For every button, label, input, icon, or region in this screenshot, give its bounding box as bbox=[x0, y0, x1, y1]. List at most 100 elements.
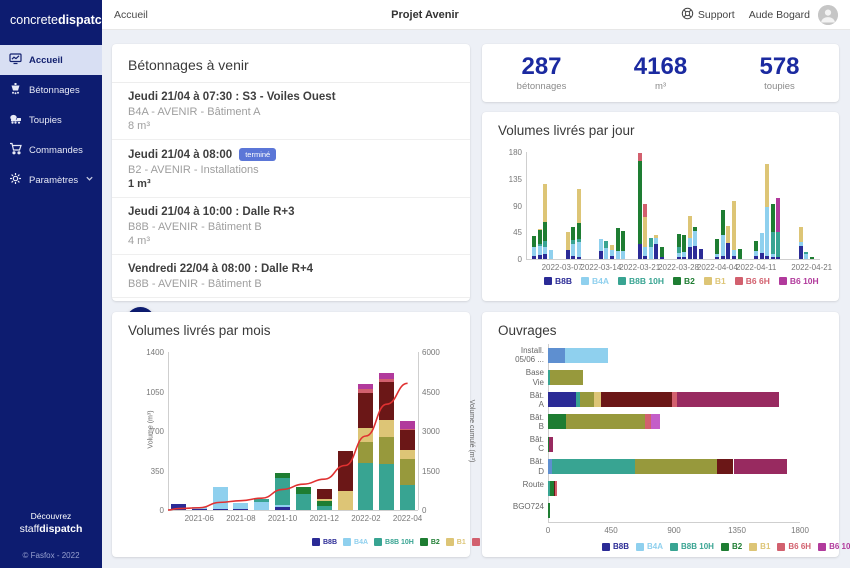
bar-segment bbox=[170, 503, 186, 510]
bar-segment bbox=[732, 200, 737, 251]
breadcrumb[interactable]: Accueil bbox=[114, 8, 148, 21]
stat-volume: 4168 m³ bbox=[601, 54, 720, 91]
legend-label: B8B 10H bbox=[385, 538, 414, 546]
legend-label: B8B 10H bbox=[681, 542, 714, 551]
bar-segment bbox=[548, 392, 576, 408]
staffdispatch-link[interactable]: staffdispatch bbox=[19, 523, 83, 535]
bar-segment bbox=[212, 508, 228, 510]
legend-label: B1 bbox=[714, 276, 726, 286]
bar-segment bbox=[532, 247, 537, 257]
x-tick: 2022-04-21 bbox=[791, 263, 833, 272]
sidebar-item-label: Paramètres bbox=[29, 174, 79, 186]
bar-segment bbox=[295, 487, 311, 495]
legend-swatch bbox=[544, 277, 552, 285]
list-item[interactable]: Jeudi 21/04 à 08:00 terminé B2 - AVENIR … bbox=[112, 140, 470, 198]
sidebar-item-parametres[interactable]: Paramètres bbox=[0, 165, 102, 195]
bar-segment bbox=[687, 216, 692, 239]
bar-segment bbox=[654, 235, 659, 239]
y-tick: 0 bbox=[159, 506, 164, 515]
legend-label: B6 10H bbox=[829, 542, 850, 551]
bar-segment bbox=[648, 238, 653, 248]
pour-location: B8B - AVENIR - Bâtiment B bbox=[128, 278, 262, 290]
x-tick: 2022-03-14 bbox=[580, 263, 622, 272]
bar-segment bbox=[316, 500, 332, 507]
x-tick: 2022-04-04 bbox=[696, 263, 738, 272]
avatar[interactable] bbox=[818, 4, 838, 25]
category-label: Bât. B bbox=[529, 412, 544, 432]
legend-item: B8B 10H bbox=[374, 538, 414, 546]
daily-volume-chart-card: Volumes livrés par jour 0 45 90 135 180 2022-… bbox=[482, 112, 839, 301]
sidebar-item-betonnages[interactable]: Bétonnages bbox=[0, 75, 102, 105]
bar-segment bbox=[615, 228, 620, 251]
x-tick: 1350 bbox=[728, 526, 746, 535]
chart-legend: B8B B4A B8B 10H B2 B1 B6 6H B6 10H bbox=[544, 276, 819, 286]
sidebar-item-accueil[interactable]: Accueil bbox=[0, 45, 102, 75]
sidebar-item-toupies[interactable]: Toupies bbox=[0, 105, 102, 135]
bar-segment bbox=[400, 459, 416, 486]
bar-segment bbox=[659, 247, 664, 258]
bar-segment bbox=[548, 414, 567, 430]
y-tick: 0 bbox=[517, 255, 522, 264]
bar-segment bbox=[537, 243, 542, 246]
x-tick: 2021-06 bbox=[184, 514, 214, 523]
pour-title: Vendredi 22/04 à 08:00 : Dalle R+4 bbox=[128, 263, 314, 275]
bar-segment bbox=[254, 501, 270, 510]
bar-segment bbox=[576, 242, 581, 258]
bar-segment bbox=[400, 430, 416, 451]
stat-value: 4168 bbox=[633, 53, 688, 81]
bar-segment bbox=[648, 247, 653, 259]
pour-location: B2 - AVENIR - Installations bbox=[128, 164, 259, 176]
legend-label: B4A bbox=[592, 276, 610, 286]
bar-segment bbox=[316, 506, 332, 510]
bar-segment bbox=[693, 227, 698, 232]
bar-segment bbox=[687, 247, 692, 259]
list-item[interactable]: Jeudi 21/04 à 10:00 : Dalle R+3 B8B - AV… bbox=[112, 198, 470, 255]
bar-segment bbox=[643, 256, 648, 259]
bar-segment bbox=[233, 502, 249, 510]
legend-swatch bbox=[636, 542, 645, 551]
bar-segment bbox=[765, 256, 770, 259]
bar-segment bbox=[537, 229, 542, 231]
bar-segment bbox=[548, 503, 551, 519]
bar-segment bbox=[565, 250, 570, 259]
bar-segment bbox=[579, 392, 594, 408]
bar-segment bbox=[337, 490, 353, 510]
bar-segment bbox=[532, 256, 537, 259]
legend-swatch bbox=[749, 542, 758, 551]
legend-item: B8B bbox=[602, 542, 629, 551]
bar-segment bbox=[571, 244, 576, 256]
support-button[interactable]: Support bbox=[681, 7, 735, 23]
bar-segment bbox=[804, 251, 809, 255]
bar-segment bbox=[643, 217, 648, 248]
list-item[interactable]: Jeudi 21/04 à 07:30 : S3 - Voiles Ouest … bbox=[112, 83, 470, 140]
bar-segment bbox=[400, 420, 416, 429]
cumulative-line bbox=[167, 382, 408, 511]
legend-item: B1 bbox=[749, 542, 770, 551]
sidebar-item-commandes[interactable]: Commandes bbox=[0, 135, 102, 165]
dashboard-icon bbox=[9, 52, 22, 68]
bar-segment bbox=[654, 238, 659, 245]
bar-segment bbox=[698, 248, 703, 259]
bar-segment bbox=[275, 505, 291, 508]
bar-segment bbox=[379, 419, 395, 438]
bar-segment bbox=[770, 232, 775, 255]
user-name[interactable]: Aude Bogard bbox=[748, 8, 810, 21]
bar-segment bbox=[601, 392, 672, 408]
x-tick: 0 bbox=[545, 526, 551, 535]
stat-betonnages: 287 bétonnages bbox=[482, 54, 601, 91]
legend-label: B2 bbox=[684, 276, 695, 286]
y-axis bbox=[548, 344, 549, 522]
list-item[interactable]: Vendredi 22/04 à 08:00 : Dalle R+4 B8B -… bbox=[112, 255, 470, 298]
bar-segment bbox=[754, 251, 759, 257]
page-title: Projet Avenir bbox=[391, 8, 459, 21]
bar-segment bbox=[765, 163, 770, 207]
legend-item: B2 bbox=[419, 538, 440, 546]
bar-segment bbox=[548, 458, 552, 474]
lifebuoy-icon bbox=[681, 7, 694, 23]
bar-segment bbox=[621, 250, 626, 259]
category-label: Bât. C bbox=[529, 435, 544, 454]
bar-segment bbox=[693, 245, 698, 259]
bar-segment bbox=[644, 414, 651, 430]
y-tick: 1400 bbox=[146, 348, 164, 357]
legend-label: B2 bbox=[430, 538, 440, 546]
